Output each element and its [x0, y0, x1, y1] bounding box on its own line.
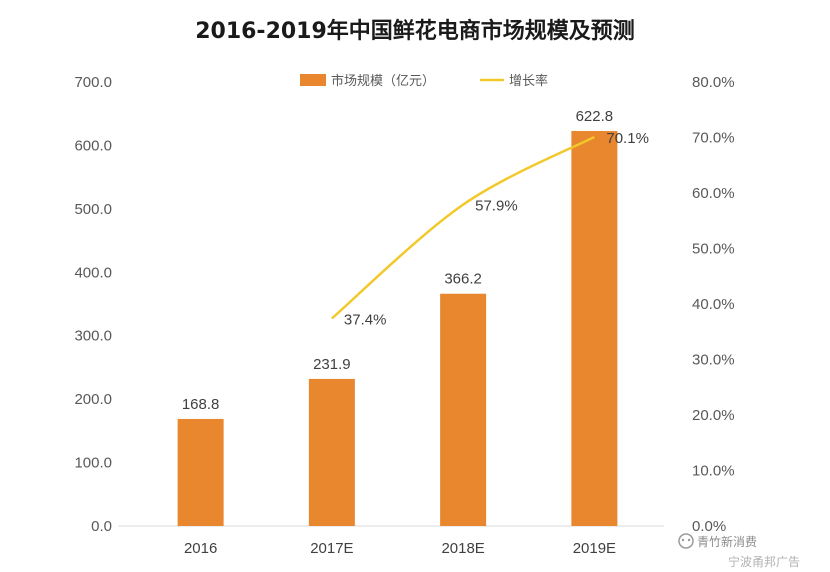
bar [571, 130, 618, 526]
left-axis-tick-label: 0.0 [91, 518, 112, 535]
legend-line-label: 增长率 [509, 73, 548, 89]
growth-rate-data-label: 37.4% [344, 311, 387, 328]
bar-data-label: 231.9 [313, 356, 351, 373]
wechat-icon [678, 533, 694, 549]
bar-data-label: 366.2 [444, 271, 482, 288]
growth-rate-line [331, 135, 595, 320]
bars [177, 130, 618, 526]
legend-bar-swatch [300, 74, 326, 86]
x-axis-tick-label: 2016 [184, 540, 217, 557]
x-axis-ticks: 2016 2017E 2018E 2019E [184, 540, 616, 557]
right-axis-tick-label: 0.0% [692, 518, 726, 535]
x-axis-tick-label: 2018E [441, 540, 484, 557]
x-axis-tick-label: 2019E [573, 540, 616, 557]
wechat-icon-eye [681, 538, 685, 542]
chart-title: 2016-2019年中国鲜花电商市场规模及预测 [195, 18, 635, 44]
right-axis-tick-label: 60.0% [692, 185, 735, 202]
bar-data-label: 622.8 [576, 108, 614, 125]
right-axis-tick-label: 50.0% [692, 241, 735, 258]
bar [177, 418, 224, 526]
left-axis-tick-label: 300.0 [74, 328, 112, 345]
bar [440, 293, 487, 526]
bar-data-label: 168.8 [182, 396, 220, 413]
left-axis-tick-label: 500.0 [74, 201, 112, 218]
right-axis-tick-label: 10.0% [692, 463, 735, 480]
legend-bar-label: 市场规模（亿元） [331, 73, 435, 89]
right-axis-ticks: 0.0% 10.0% 20.0% 30.0% 40.0% 50.0% 60.0% 70.0% 8… [692, 74, 735, 535]
wechat-icon-eye [687, 538, 691, 542]
right-axis-tick-label: 20.0% [692, 407, 735, 424]
growth-rate-data-label: 57.9% [475, 198, 518, 215]
legend: 市场规模（亿元） 增长率 [300, 73, 548, 89]
left-axis-tick-label: 600.0 [74, 137, 112, 154]
watermark: 青竹新消费 宁波甬邦广告 [678, 533, 800, 569]
right-axis-tick-label: 30.0% [692, 352, 735, 369]
x-axis-tick-label: 2017E [310, 540, 353, 557]
watermark-brand: 青竹新消费 [697, 534, 757, 549]
left-axis-tick-label: 200.0 [74, 391, 112, 408]
growth-rate-labels: 37.4% 57.9% 70.1% [344, 130, 649, 328]
right-axis-tick-label: 40.0% [692, 296, 735, 313]
left-axis-tick-label: 700.0 [74, 74, 112, 91]
bar-labels: 168.8 231.9 366.2 622.8 [182, 108, 613, 413]
left-axis-tick-label: 400.0 [74, 264, 112, 281]
growth-rate-data-label: 70.1% [606, 130, 649, 147]
bar [308, 378, 355, 526]
left-axis-ticks: 0.0 100.0 200.0 300.0 400.0 500.0 600.0 700.0 [74, 74, 112, 535]
watermark-source: 宁波甬邦广告 [728, 554, 800, 569]
right-axis-tick-label: 80.0% [692, 74, 735, 91]
right-axis-tick-label: 70.0% [692, 130, 735, 147]
left-axis-tick-label: 100.0 [74, 455, 112, 472]
